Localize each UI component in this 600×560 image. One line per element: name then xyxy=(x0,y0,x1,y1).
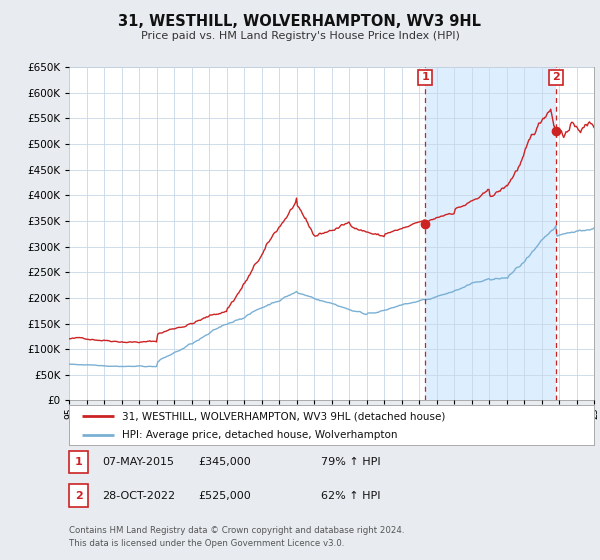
Text: Price paid vs. HM Land Registry's House Price Index (HPI): Price paid vs. HM Land Registry's House … xyxy=(140,31,460,41)
Text: 1: 1 xyxy=(75,457,82,467)
Text: Contains HM Land Registry data © Crown copyright and database right 2024.
This d: Contains HM Land Registry data © Crown c… xyxy=(69,526,404,548)
Text: HPI: Average price, detached house, Wolverhampton: HPI: Average price, detached house, Wolv… xyxy=(121,430,397,440)
Text: £525,000: £525,000 xyxy=(198,491,251,501)
Text: 62% ↑ HPI: 62% ↑ HPI xyxy=(321,491,380,501)
Text: 79% ↑ HPI: 79% ↑ HPI xyxy=(321,457,380,467)
Text: £345,000: £345,000 xyxy=(198,457,251,467)
Text: 31, WESTHILL, WOLVERHAMPTON, WV3 9HL: 31, WESTHILL, WOLVERHAMPTON, WV3 9HL xyxy=(119,14,482,29)
Text: 2: 2 xyxy=(75,491,82,501)
Text: 2: 2 xyxy=(552,72,560,82)
Bar xyxy=(425,67,556,400)
Text: 28-OCT-2022: 28-OCT-2022 xyxy=(102,491,175,501)
Text: 07-MAY-2015: 07-MAY-2015 xyxy=(102,457,174,467)
Text: 1: 1 xyxy=(421,72,429,82)
Text: 31, WESTHILL, WOLVERHAMPTON, WV3 9HL (detached house): 31, WESTHILL, WOLVERHAMPTON, WV3 9HL (de… xyxy=(121,411,445,421)
